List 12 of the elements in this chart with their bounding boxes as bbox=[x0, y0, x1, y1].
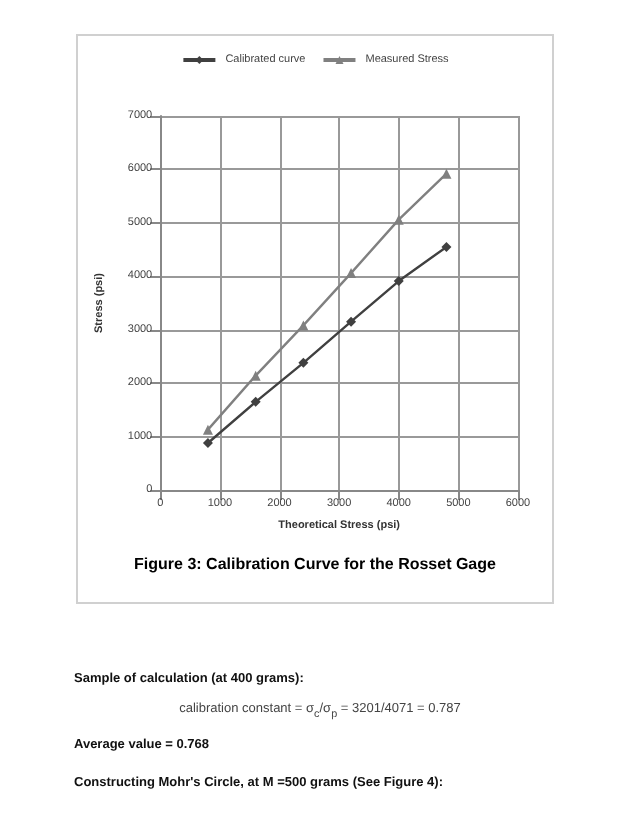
point bbox=[202, 424, 213, 435]
point bbox=[441, 168, 452, 179]
point bbox=[346, 268, 357, 279]
point bbox=[250, 396, 261, 407]
point bbox=[202, 437, 213, 448]
point bbox=[346, 316, 357, 327]
point bbox=[393, 276, 404, 287]
point bbox=[250, 370, 261, 381]
point bbox=[298, 320, 309, 331]
text: Figure 3: Calibration Curve for the Rosset Gage bbox=[134, 555, 498, 573]
point bbox=[298, 357, 309, 368]
point bbox=[441, 241, 452, 252]
